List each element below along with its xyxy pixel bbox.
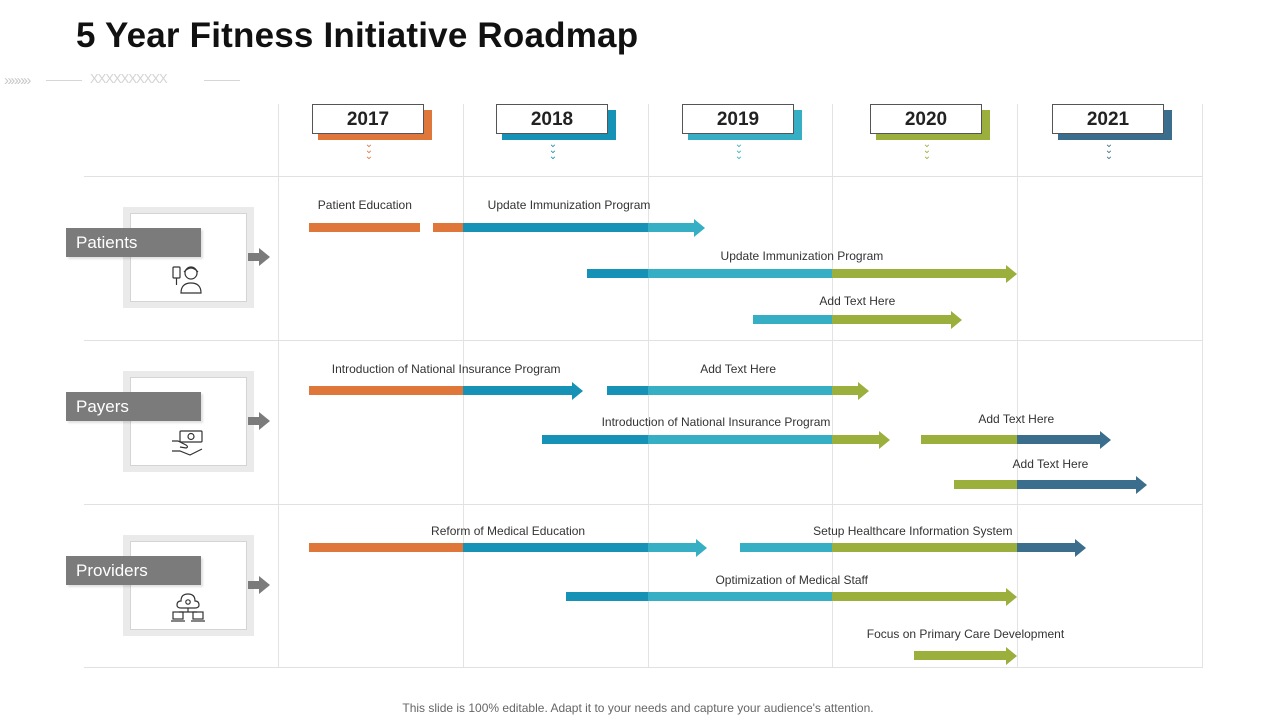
bar-segment (309, 386, 463, 395)
task-label: Add Text Here (978, 412, 1055, 426)
year-2017: 2017 ⌄ ⌄ ⌄ (312, 104, 432, 162)
crosses-decoration: XXXXXXXXXX (90, 71, 168, 86)
year-label: 2017 (312, 104, 424, 134)
chevrons-decoration: »»»» (4, 72, 31, 89)
bar-segment (832, 592, 1007, 601)
chevron-down-icon: ⌄ ⌄ ⌄ (922, 139, 932, 162)
arrow-head (1100, 430, 1112, 449)
money-hand-icon (172, 430, 203, 456)
payers-card (123, 371, 254, 472)
bar-segment (1017, 435, 1101, 444)
bar-segment (1017, 480, 1136, 489)
bar-segment (647, 592, 833, 601)
year-gridline (1017, 104, 1018, 668)
bar-segment (954, 480, 1018, 489)
bar-segment (647, 386, 833, 395)
task-label: Update Immunization Program (720, 249, 884, 263)
task-label: Optimization of Medical Staff (715, 573, 868, 587)
task-label: Update Immunization Program (487, 198, 651, 212)
chevron-down-icon: ⌄ ⌄ ⌄ (1104, 139, 1114, 162)
arrow-head (1074, 538, 1086, 557)
arrow-head (571, 381, 583, 400)
bar-segment (832, 435, 879, 444)
row-divider (84, 667, 1202, 668)
row-divider (84, 176, 1202, 177)
row-label-patients: Patients (66, 228, 201, 257)
row-divider (84, 340, 1202, 341)
bar-segment (752, 315, 833, 324)
task-label: Introduction of National Insurance Progr… (601, 415, 831, 429)
year-2021: 2021 ⌄ ⌄ ⌄ (1052, 104, 1172, 162)
bar-segment (647, 543, 696, 552)
year-gridline (278, 104, 279, 668)
arrow-head (878, 430, 890, 449)
arrow-head (1006, 587, 1018, 606)
arrow-head (858, 381, 870, 400)
task-label: Reform of Medical Education (431, 524, 586, 538)
decoration-line (46, 80, 82, 81)
chevron-down-icon: ⌄ ⌄ ⌄ (548, 139, 558, 162)
chevron-down-icon: ⌄ ⌄ ⌄ (734, 139, 744, 162)
arrow-head (695, 538, 707, 557)
arrow-head (1006, 264, 1018, 283)
bar-segment (566, 592, 648, 601)
row-arrow-icon (248, 248, 270, 266)
row-divider (84, 504, 1202, 505)
year-gridline (1202, 104, 1203, 668)
bar-segment (606, 386, 648, 395)
year-label: 2020 (870, 104, 982, 134)
patient-icon (172, 266, 202, 294)
arrow-head (1006, 646, 1018, 665)
bar-segment (309, 543, 463, 552)
bar-segment (433, 223, 463, 232)
bar-segment (1017, 543, 1075, 552)
bar-segment (462, 223, 648, 232)
year-label: 2018 (496, 104, 608, 134)
row-label-providers: Providers (66, 556, 201, 585)
bar-segment (921, 435, 1018, 444)
bar-segment (913, 651, 1007, 660)
footer-note: This slide is 100% editable. Adapt it to… (402, 701, 874, 715)
year-label: 2021 (1052, 104, 1164, 134)
arrow-head (693, 218, 705, 237)
year-label: 2019 (682, 104, 794, 134)
providers-card (123, 535, 254, 636)
bar-segment (462, 386, 572, 395)
task-label: Introduction of National Insurance Progr… (331, 362, 561, 376)
year-2020: 2020 ⌄ ⌄ ⌄ (870, 104, 990, 162)
chevron-down-icon: ⌄ ⌄ ⌄ (364, 139, 374, 162)
bar-segment (832, 386, 859, 395)
row-label-payers: Payers (66, 392, 201, 421)
bar-segment (542, 435, 648, 444)
bar-segment (740, 543, 833, 552)
bar-segment (832, 315, 951, 324)
year-2019: 2019 ⌄ ⌄ ⌄ (682, 104, 802, 162)
patients-card (123, 207, 254, 308)
task-label: Add Text Here (700, 362, 777, 376)
task-label: Patient Education (317, 198, 412, 212)
page-title: 5 Year Fitness Initiative Roadmap (76, 16, 639, 55)
bar-segment (647, 223, 694, 232)
row-arrow-icon (248, 576, 270, 594)
task-label: Add Text Here (1012, 457, 1089, 471)
bar-segment (309, 223, 421, 232)
bar-segment (832, 543, 1018, 552)
network-icon (171, 593, 205, 622)
bar-segment (462, 543, 648, 552)
row-arrow-icon (248, 412, 270, 430)
bar-segment (832, 269, 1007, 278)
task-label: Add Text Here (819, 294, 896, 308)
arrow-head (1135, 475, 1147, 494)
bar-segment (647, 269, 833, 278)
year-2018: 2018 ⌄ ⌄ ⌄ (496, 104, 616, 162)
bar-segment (647, 435, 833, 444)
bar-segment (586, 269, 648, 278)
arrow-head (950, 310, 962, 329)
task-label: Focus on Primary Care Development (866, 627, 1065, 641)
task-label: Setup Healthcare Information System (813, 524, 1013, 538)
decoration-line (204, 80, 240, 81)
